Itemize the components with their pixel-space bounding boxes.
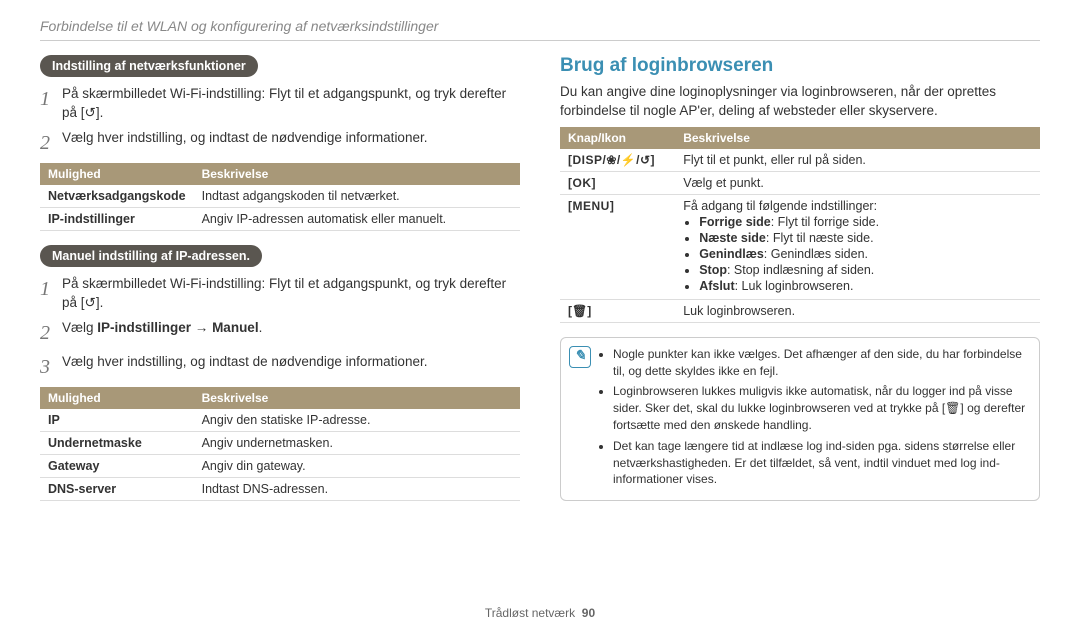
ok-key-icon: [OK] [568, 176, 596, 190]
table-row: IPAngiv den statiske IP-adresse. [40, 409, 520, 432]
step-text: Vælg hver indstilling, og indtast de nød… [62, 353, 520, 381]
table-row: IP-indstillingerAngiv IP-adressen automa… [40, 207, 520, 230]
table-row: DNS-serverIndtast DNS-adressen. [40, 477, 520, 500]
table-row: NetværksadgangskodeIndtast adgangskoden … [40, 185, 520, 208]
table-row: [OK] Vælg et punkt. [560, 171, 1040, 194]
step-row: 2 Vælg hver indstilling, og indtast de n… [40, 129, 520, 157]
table-row: GatewayAngiv din gateway. [40, 454, 520, 477]
menu-items-list: Forrige side: Flyt til forrige side. Næs… [683, 215, 1032, 293]
note-item: Det kan tage længere tid at indlæse log … [613, 438, 1029, 488]
table-row: [DISP/❀/⚡/↺] Flyt til et punkt, eller ru… [560, 149, 1040, 172]
footer-text: Trådløst netværk [485, 606, 575, 620]
step-number: 2 [40, 319, 62, 347]
menu-key-icon: [MENU] [568, 199, 614, 213]
step-number: 1 [40, 85, 62, 123]
step-text: På skærmbilledet Wi-Fi-indstilling: Flyt… [62, 275, 520, 313]
step-row: 3 Vælg hver indstilling, og indtast de n… [40, 353, 520, 381]
col-header: Beskrivelse [675, 127, 1040, 149]
note-list: Nogle punkter kan ikke vælges. Det afhæn… [599, 346, 1029, 488]
step-text: På skærmbilledet Wi-Fi-indstilling: Flyt… [62, 85, 520, 123]
header-divider [40, 40, 1040, 41]
section-pill-network-functions: Indstilling af netværksfunktioner [40, 55, 258, 77]
step-number: 3 [40, 353, 62, 381]
section-intro: Du kan angive dine loginoplysninger via … [560, 83, 1040, 121]
col-header: Beskrivelse [194, 387, 520, 409]
note-icon: ✎ [569, 346, 591, 368]
step-row: 1 På skærmbilledet Wi-Fi-indstilling: Fl… [40, 85, 520, 123]
section-heading: Brug af loginbrowseren [560, 55, 1040, 77]
options-table-1: Mulighed Beskrivelse Netværksadgangskode… [40, 163, 520, 231]
step-row: 2 Vælg IP-indstillinger → Manuel. [40, 319, 520, 347]
right-column: Brug af loginbrowseren Du kan angive din… [560, 55, 1040, 515]
step-text: Vælg hver indstilling, og indtast de nød… [62, 129, 520, 157]
page-footer: Trådløst netværk 90 [0, 606, 1080, 620]
section-pill-manual-ip: Manuel indstilling af IP-adressen. [40, 245, 262, 267]
step-text: Vælg IP-indstillinger → Manuel. [62, 319, 520, 347]
step-row: 1 På skærmbilledet Wi-Fi-indstilling: Fl… [40, 275, 520, 313]
col-header: Mulighed [40, 387, 194, 409]
col-header: Knap/Ikon [560, 127, 675, 149]
breadcrumb-title: Forbindelse til et WLAN og konfigurering… [40, 18, 1040, 34]
button-icon-table: Knap/Ikon Beskrivelse [DISP/❀/⚡/↺] Flyt … [560, 127, 1040, 323]
trash-key-icon: [🗑] [568, 304, 591, 318]
left-column: Indstilling af netværksfunktioner 1 På s… [40, 55, 520, 515]
step-number: 2 [40, 129, 62, 157]
col-header: Mulighed [40, 163, 194, 185]
table-row: UndernetmaskeAngiv undernetmasken. [40, 431, 520, 454]
step-number: 1 [40, 275, 62, 313]
menu-lead-text: Få adgang til følgende indstillinger: [683, 199, 877, 213]
col-header: Beskrivelse [194, 163, 520, 185]
disp-key-icon: [DISP/❀/⚡/↺] [568, 153, 655, 167]
note-item: Loginbrowseren lukkes muligvis ikke auto… [613, 383, 1029, 433]
table-row: [MENU] Få adgang til følgende indstillin… [560, 194, 1040, 299]
options-table-2: Mulighed Beskrivelse IPAngiv den statisk… [40, 387, 520, 501]
note-item: Nogle punkter kan ikke vælges. Det afhæn… [613, 346, 1029, 380]
note-box: ✎ Nogle punkter kan ikke vælges. Det afh… [560, 337, 1040, 501]
table-row: [🗑] Luk loginbrowseren. [560, 299, 1040, 322]
footer-page-number: 90 [582, 606, 595, 620]
